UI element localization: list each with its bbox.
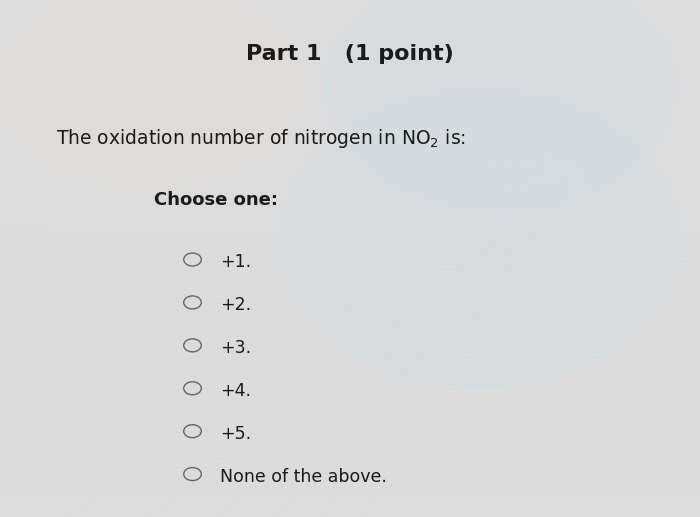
Text: None of the above.: None of the above. bbox=[220, 468, 387, 486]
Text: The oxidation number of nitrogen in NO$_2$ is:: The oxidation number of nitrogen in NO$_… bbox=[56, 127, 466, 149]
Ellipse shape bbox=[0, 0, 300, 187]
Text: +1.: +1. bbox=[220, 253, 251, 271]
Ellipse shape bbox=[325, 0, 675, 212]
Text: +5.: +5. bbox=[220, 425, 251, 443]
Ellipse shape bbox=[280, 87, 680, 387]
Text: +3.: +3. bbox=[220, 339, 251, 357]
Text: +4.: +4. bbox=[220, 382, 251, 400]
Text: Part 1   (1 point): Part 1 (1 point) bbox=[246, 44, 454, 64]
Text: Choose one:: Choose one: bbox=[154, 191, 278, 209]
Text: +2.: +2. bbox=[220, 296, 251, 314]
